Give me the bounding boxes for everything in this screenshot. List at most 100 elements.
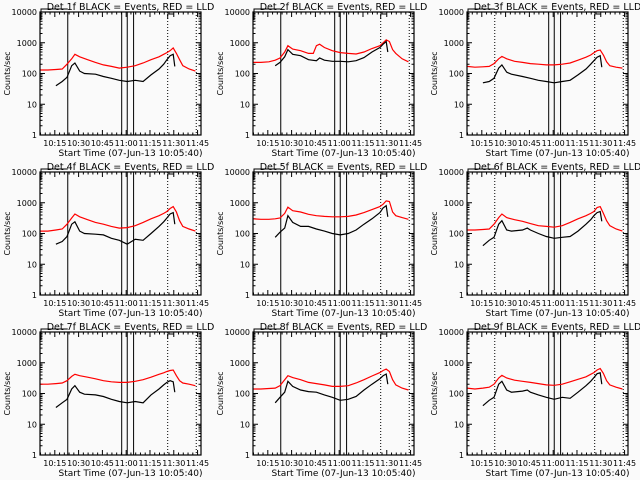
x-tick-label: 10:45 <box>91 299 114 308</box>
x-tick-label: 11:15 <box>138 299 161 308</box>
y-tick-label: 10 <box>454 100 464 109</box>
x-axis-label: Start Time (07-Jun-13 10:05:40) <box>272 309 416 319</box>
interval-bracket <box>253 8 281 20</box>
chart-panel-2: Det 2f BLACK = Events, RED = LLD Counts/s… <box>216 2 427 159</box>
x-tick-label: 10:45 <box>91 139 114 148</box>
x-tick-label: 11:15 <box>565 139 588 148</box>
y-tick-label: 100 <box>449 70 464 79</box>
x-tick-label: 10:45 <box>304 299 327 308</box>
x-tick-label: 10:30 <box>280 299 303 308</box>
x-tick-label: 11:30 <box>162 139 185 148</box>
interval-bracket <box>167 13 174 19</box>
y-tick-label: 1000 <box>17 359 37 368</box>
y-tick-label: 10000 <box>12 328 37 337</box>
x-tick-label: 10:30 <box>67 299 90 308</box>
y-axis-label: Counts/sec <box>216 211 225 255</box>
x-tick-label: 10:45 <box>304 459 327 468</box>
x-tick-label: 10:45 <box>518 459 541 468</box>
x-tick-label: 11:45 <box>186 299 209 308</box>
x-tick-label: 11:00 <box>328 299 351 308</box>
y-tick-label: 1000 <box>444 359 464 368</box>
y-tick-label: 100 <box>22 230 37 239</box>
lld-series-line <box>40 46 196 72</box>
x-axis-label: Start Time (07-Jun-13 10:05:40) <box>59 149 203 159</box>
x-tick-label: 11:15 <box>565 459 588 468</box>
x-tick-label: 11:00 <box>328 459 351 468</box>
chart-title: Det 3f BLACK = Events, RED = LLD <box>474 2 640 13</box>
x-tick-label: 11:30 <box>375 139 398 148</box>
y-tick-label: 10 <box>27 420 37 429</box>
chart-panel-5: Det 5f BLACK = Events, RED = LLD Counts/s… <box>216 162 427 319</box>
events-series-line <box>274 373 389 404</box>
x-axis-label: Start Time (07-Jun-13 10:05:40) <box>272 149 416 159</box>
x-tick-label: 11:30 <box>375 459 398 468</box>
y-axis-label: Counts/sec <box>430 211 439 255</box>
x-tick-label: 11:00 <box>542 299 565 308</box>
y-axis-label: Counts/sec <box>3 211 12 255</box>
y-tick-label: 1000 <box>17 39 37 48</box>
y-tick-label: 1000 <box>17 199 37 208</box>
y-tick-label: 10 <box>454 260 464 269</box>
x-tick-label: 11:15 <box>565 299 588 308</box>
lld-series-line <box>40 205 196 232</box>
x-axis-label: Start Time (07-Jun-13 10:05:40) <box>486 309 630 319</box>
y-tick-label: 10000 <box>439 8 464 17</box>
lld-series-line <box>466 49 623 69</box>
x-tick-label: 10:15 <box>256 459 279 468</box>
y-tick-label: 1 <box>459 291 464 300</box>
y-tick-label: 1000 <box>230 359 250 368</box>
x-tick-label: 11:30 <box>162 299 185 308</box>
y-tick-label: 10 <box>240 260 250 269</box>
x-tick-label: 10:15 <box>470 139 493 148</box>
y-tick-label: 100 <box>235 70 250 79</box>
interval-bracket <box>594 173 601 179</box>
x-tick-label: 11:30 <box>589 459 612 468</box>
chart-title: Det 1f BLACK = Events, RED = LLD <box>47 2 215 13</box>
y-tick-label: 10 <box>240 100 250 109</box>
x-tick-label: 10:15 <box>43 459 66 468</box>
x-axis-label: Start Time (07-Jun-13 10:05:40) <box>59 469 203 479</box>
y-tick-label: 100 <box>449 390 464 399</box>
y-tick-label: 100 <box>235 230 250 239</box>
x-axis-label: Start Time (07-Jun-13 10:05:40) <box>486 469 630 479</box>
y-tick-label: 100 <box>22 70 37 79</box>
x-tick-label: 11:15 <box>138 139 161 148</box>
chart-title: Det 9f BLACK = Events, RED = LLD <box>474 322 640 333</box>
interval-bracket <box>467 328 495 340</box>
plot-frame <box>466 171 629 296</box>
y-tick-label: 10000 <box>439 168 464 177</box>
chart-title: Det 2f BLACK = Events, RED = LLD <box>260 2 428 13</box>
y-tick-label: 1 <box>459 451 464 460</box>
plot-frame <box>252 171 415 296</box>
y-tick-label: 10000 <box>225 328 250 337</box>
interval-bracket <box>380 173 387 179</box>
lld-series-line <box>252 200 409 220</box>
y-tick-label: 10000 <box>12 8 37 17</box>
x-tick-label: 10:30 <box>67 459 90 468</box>
y-tick-label: 1000 <box>230 199 250 208</box>
y-tick-label: 1 <box>245 291 250 300</box>
y-tick-label: 1000 <box>230 39 250 48</box>
x-tick-label: 10:45 <box>518 139 541 148</box>
plot-frame <box>252 11 415 136</box>
chart-title: Det 5f BLACK = Events, RED = LLD <box>260 162 428 173</box>
plot-frame <box>466 11 629 136</box>
y-axis-label: Counts/sec <box>216 51 225 95</box>
x-tick-label: 11:00 <box>542 139 565 148</box>
x-tick-label: 10:30 <box>280 139 303 148</box>
chart-panel-9: Det 9f BLACK = Events, RED = LLD Counts/s… <box>430 322 640 479</box>
y-tick-label: 1 <box>32 451 37 460</box>
interval-bracket <box>467 8 495 20</box>
x-tick-label: 10:30 <box>494 459 517 468</box>
interval-bracket <box>40 8 68 20</box>
y-tick-label: 1 <box>32 291 37 300</box>
chart-title: Det 6f BLACK = Events, RED = LLD <box>474 162 640 173</box>
y-tick-label: 10000 <box>225 8 250 17</box>
y-tick-label: 1 <box>245 451 250 460</box>
interval-bracket <box>467 168 495 180</box>
chart-panel-6: Det 6f BLACK = Events, RED = LLD Counts/s… <box>430 162 640 319</box>
x-tick-label: 11:00 <box>115 299 138 308</box>
chart-title: Det 4f BLACK = Events, RED = LLD <box>47 162 215 173</box>
x-tick-label: 11:45 <box>399 299 422 308</box>
events-series-line <box>55 211 176 245</box>
